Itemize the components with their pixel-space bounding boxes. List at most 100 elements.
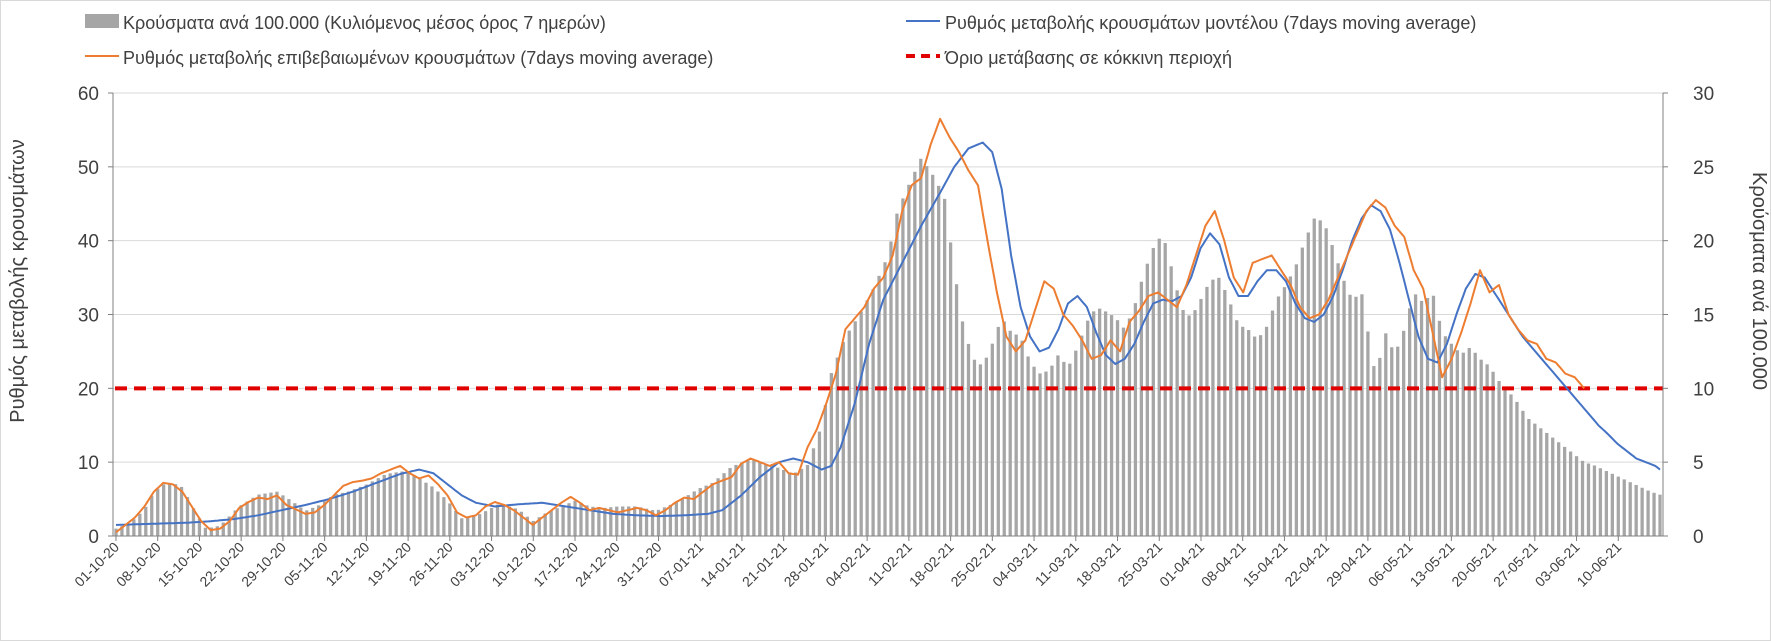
bar <box>173 484 178 536</box>
bar <box>567 503 571 536</box>
bar <box>1562 446 1567 536</box>
bar <box>805 465 810 536</box>
bar <box>1515 401 1519 536</box>
bar <box>1044 371 1048 536</box>
bar <box>454 510 458 536</box>
bar <box>311 507 315 536</box>
bar <box>281 495 285 536</box>
bar <box>352 489 357 536</box>
bar <box>776 467 780 536</box>
bar <box>1080 335 1084 536</box>
bar <box>1169 266 1173 536</box>
bar <box>1354 296 1358 536</box>
bar <box>1622 479 1626 536</box>
bar <box>859 311 863 536</box>
bar <box>716 478 720 536</box>
bar <box>1527 419 1531 536</box>
bar <box>1628 482 1632 536</box>
bar <box>1402 330 1406 536</box>
bar <box>167 483 172 536</box>
bar <box>871 289 875 536</box>
bar <box>287 499 291 536</box>
x-tick-label: 27-05-21 <box>1490 539 1541 590</box>
bar <box>966 343 971 536</box>
bar <box>1521 410 1525 536</box>
bar <box>543 513 547 536</box>
line-series <box>115 117 1661 534</box>
bar <box>1455 350 1459 536</box>
y-right-tick-label: 15 <box>1693 306 1714 327</box>
bar <box>1139 281 1144 536</box>
bar <box>525 516 529 536</box>
y-right-tick-label: 30 <box>1693 84 1714 105</box>
x-tick-label: 04-02-21 <box>822 539 873 590</box>
bar <box>1384 333 1388 536</box>
bar <box>1413 294 1418 536</box>
bar <box>793 472 798 536</box>
bar <box>1252 336 1257 536</box>
bar <box>555 508 559 536</box>
bar <box>847 330 851 536</box>
bar <box>1056 355 1060 536</box>
bar <box>650 510 655 536</box>
bar <box>1157 238 1161 536</box>
bar <box>770 465 774 536</box>
bar <box>477 514 482 536</box>
bar <box>1610 473 1614 536</box>
bar <box>144 506 148 536</box>
bar <box>483 511 488 536</box>
x-tick-label: 06-05-21 <box>1365 539 1416 590</box>
legend-bar-swatch <box>85 14 119 28</box>
x-tick-label: 29-10-20 <box>238 539 289 590</box>
bar <box>972 359 977 536</box>
bar <box>1229 304 1233 536</box>
bar <box>221 522 225 536</box>
bar <box>346 491 351 536</box>
bar <box>299 507 303 536</box>
bar <box>215 526 219 536</box>
x-tick-label: 03-12-20 <box>447 539 498 590</box>
bar <box>1557 442 1561 536</box>
x-tick-label: 18-03-21 <box>1073 539 1124 590</box>
bar <box>901 198 905 537</box>
bar <box>1592 465 1597 536</box>
legend-threshold-label: Όριο μετάβασης σε κόκκινη περιοχή <box>944 48 1232 68</box>
bar <box>1026 356 1030 536</box>
bar <box>1294 264 1299 536</box>
bar <box>1449 343 1454 536</box>
bar <box>990 343 994 536</box>
bar <box>913 171 917 536</box>
bar <box>269 492 273 536</box>
bar <box>1372 366 1376 536</box>
bar <box>1181 309 1185 536</box>
x-tick-label: 29-04-21 <box>1323 539 1374 590</box>
bar <box>1175 290 1179 536</box>
y-left-tick-label: 60 <box>78 84 99 105</box>
bar <box>1241 326 1245 536</box>
bar <box>537 517 541 536</box>
legend: Κρούσματα ανά 100.000 (Κυλιόμενος μέσος … <box>85 13 1476 68</box>
bar <box>364 484 369 536</box>
bar <box>179 486 184 536</box>
bar <box>1127 318 1132 536</box>
bar <box>752 460 756 536</box>
bar <box>406 472 410 536</box>
bar <box>305 510 309 536</box>
bar <box>1407 308 1412 536</box>
bar <box>334 494 339 536</box>
y-left-tick-label: 40 <box>78 232 99 253</box>
bar <box>1658 494 1662 536</box>
x-tick-label: 21-01-21 <box>739 539 790 590</box>
x-tick-label: 05-11-20 <box>281 539 331 589</box>
bar <box>442 497 446 536</box>
bar <box>638 507 643 536</box>
axes <box>108 92 1668 537</box>
bar <box>1443 336 1448 536</box>
bar <box>609 507 613 536</box>
bar <box>758 462 762 536</box>
bar <box>1396 346 1400 536</box>
bar <box>877 275 881 536</box>
y-left-axis-title: Ρυθμός μεταβολής κρουσμάτων <box>7 139 29 423</box>
bar-series <box>114 158 1662 537</box>
bar <box>126 523 130 536</box>
